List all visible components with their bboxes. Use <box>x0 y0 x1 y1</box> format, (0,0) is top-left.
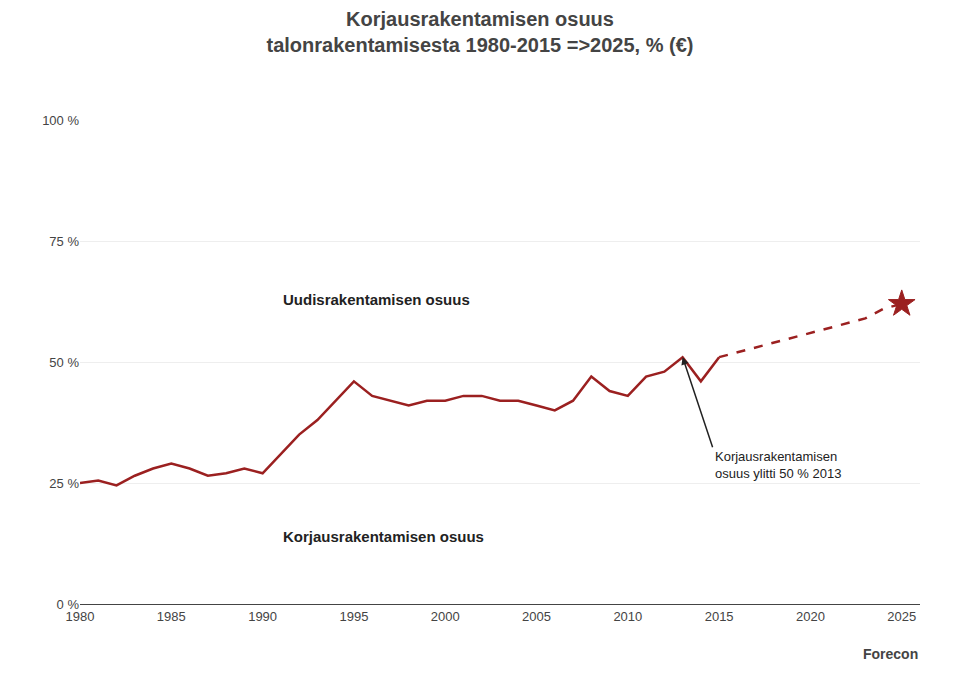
svg-text:2025: 2025 <box>887 609 916 624</box>
svg-text:1990: 1990 <box>248 609 277 624</box>
svg-text:75 %: 75 % <box>49 234 79 249</box>
svg-text:2010: 2010 <box>613 609 642 624</box>
svg-text:100 %: 100 % <box>42 113 79 128</box>
svg-text:Korjausrakentamisenosuus ylitt: Korjausrakentamisenosuus ylitti 50 % 201… <box>715 449 841 481</box>
svg-text:2000: 2000 <box>431 609 460 624</box>
svg-text:Korjausrakentamisen osuustalon: Korjausrakentamisen osuustalonrakentamis… <box>267 8 694 56</box>
svg-text:Korjausrakentamisen osuus: Korjausrakentamisen osuus <box>283 528 484 545</box>
svg-text:Forecon: Forecon <box>863 646 918 662</box>
svg-text:2015: 2015 <box>705 609 734 624</box>
svg-text:25 %: 25 % <box>49 476 79 491</box>
svg-text:Uudisrakentamisen osuus: Uudisrakentamisen osuus <box>283 291 470 308</box>
svg-text:1995: 1995 <box>339 609 368 624</box>
svg-text:50 %: 50 % <box>49 355 79 370</box>
svg-text:2020: 2020 <box>796 609 825 624</box>
svg-text:0 %: 0 % <box>57 597 80 612</box>
svg-text:1980: 1980 <box>66 609 95 624</box>
svg-text:2005: 2005 <box>522 609 551 624</box>
svg-text:1985: 1985 <box>157 609 186 624</box>
